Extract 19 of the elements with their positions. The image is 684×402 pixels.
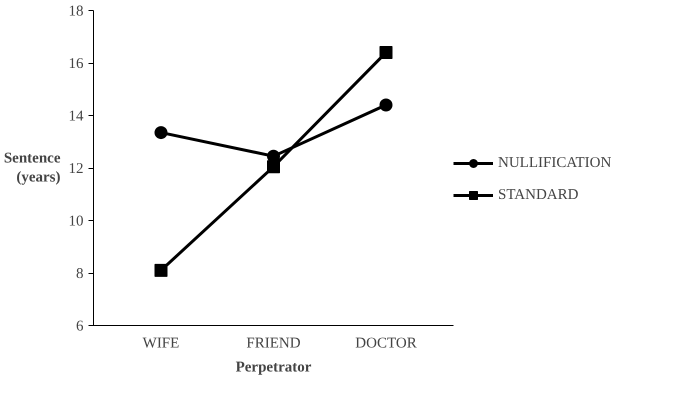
y-tick-label: 6 <box>76 318 84 334</box>
y-tick-label: 10 <box>68 214 84 230</box>
x-tick-label: FRIEND <box>246 336 301 352</box>
y-tick-label: 8 <box>76 266 84 282</box>
legend-label: NULLIFICATION <box>498 154 612 172</box>
legend-label: STANDARD <box>498 186 578 204</box>
point <box>154 264 168 277</box>
point <box>380 98 392 112</box>
y-tick-label: 14 <box>68 108 84 124</box>
y-tick-label: 16 <box>68 56 84 72</box>
y-tick-label: 18 <box>68 4 84 20</box>
y-tick-label: 12 <box>68 161 84 177</box>
x-tick-label: WIFE <box>142 336 180 352</box>
x-tick-label: DOCTOR <box>355 336 417 352</box>
x-axis-title: Perpetrator <box>236 360 312 376</box>
point <box>267 160 280 174</box>
y-axis-title: Sentence (years) <box>4 150 61 186</box>
point <box>154 126 168 140</box>
point <box>380 46 392 59</box>
